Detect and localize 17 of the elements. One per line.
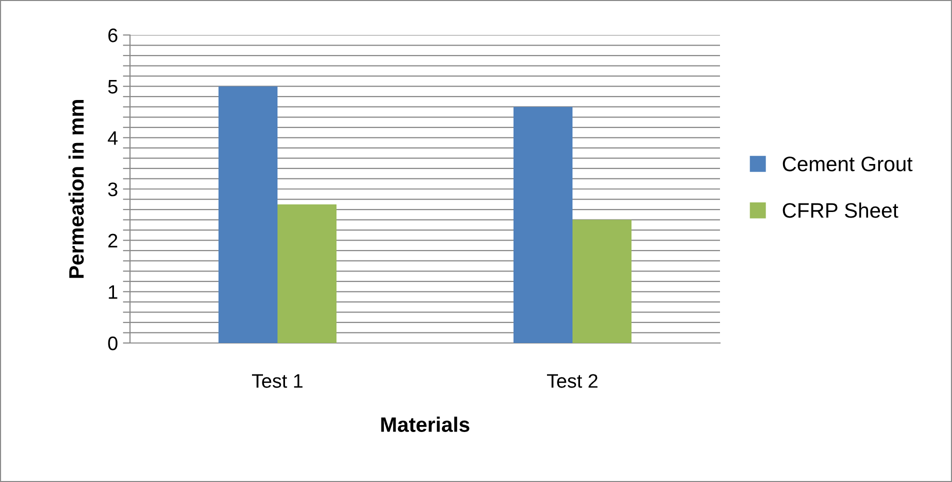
y-tick-label: 4 xyxy=(108,131,118,145)
x-tick-label: Test 1 xyxy=(252,374,302,388)
legend-label: Cement Grout xyxy=(782,156,912,172)
bar xyxy=(514,106,572,343)
bar xyxy=(218,86,278,343)
y-tick-label: 3 xyxy=(108,182,118,196)
y-tick-label: 1 xyxy=(108,285,118,299)
y-axis-title: Permeation in mm xyxy=(68,100,84,278)
bar xyxy=(278,204,336,343)
bar xyxy=(572,220,632,343)
legend-label: CFRP Sheet xyxy=(782,202,898,218)
x-tick-label: Test 2 xyxy=(547,374,598,388)
x-axis-title: Materials xyxy=(381,416,470,432)
y-tick-label: 6 xyxy=(108,28,118,42)
y-tick-label: 0 xyxy=(108,336,118,350)
y-tick-label: 5 xyxy=(108,80,118,94)
y-tick-label: 2 xyxy=(108,234,118,248)
